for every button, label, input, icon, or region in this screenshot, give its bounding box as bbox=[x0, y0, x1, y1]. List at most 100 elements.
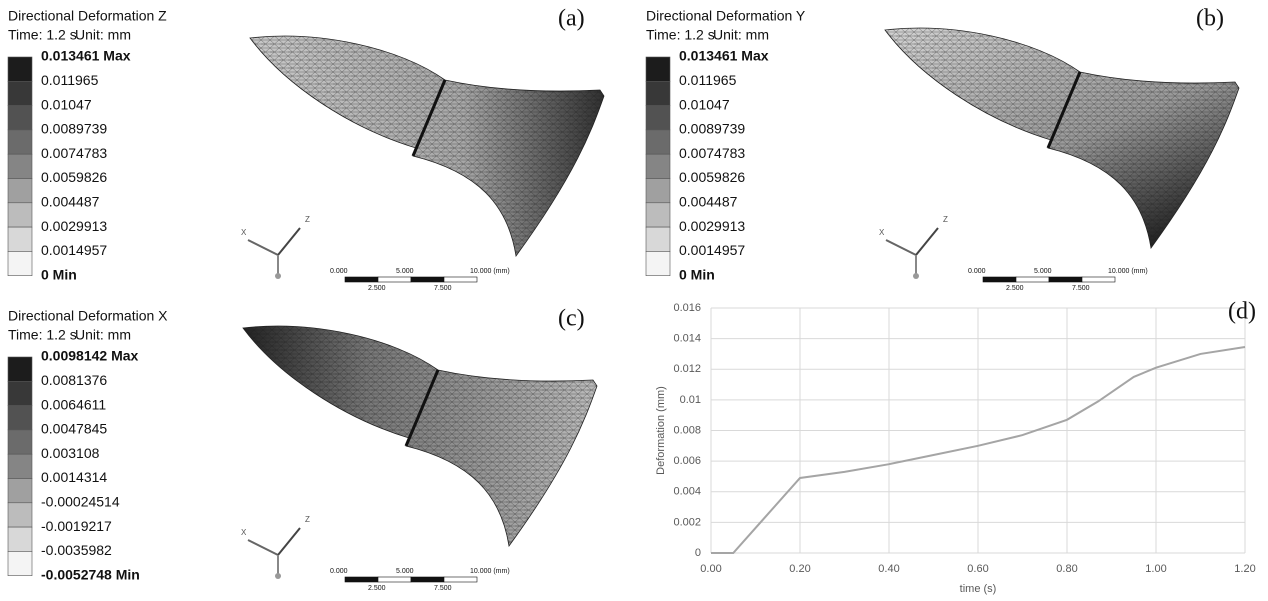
scale-label: 0.000 bbox=[968, 268, 986, 275]
scale-label: 2.500 bbox=[368, 585, 386, 592]
scale-segment bbox=[410, 576, 445, 583]
scale-segment bbox=[410, 276, 445, 283]
scale-label: 7.500 bbox=[434, 285, 452, 292]
legend-level: -0.0035982 bbox=[41, 542, 112, 558]
legend-level: 0.0059826 bbox=[41, 169, 107, 185]
legend-unit: Unit: mm bbox=[75, 327, 131, 343]
legend-swatch bbox=[7, 502, 33, 528]
triad-origin bbox=[275, 273, 281, 279]
panel-label: (b) bbox=[1196, 6, 1224, 32]
legend-level: 0.0081376 bbox=[41, 372, 107, 388]
mesh-lines bbox=[243, 326, 597, 546]
legend-time: Time: 1.2 s bbox=[8, 327, 77, 343]
scale-label: 5.000 bbox=[1034, 268, 1052, 275]
legend-level: 0.013461 Max bbox=[679, 48, 769, 64]
legend-swatch bbox=[7, 226, 33, 252]
legend-level: -0.00024514 bbox=[41, 494, 120, 510]
mesh-model bbox=[884, 27, 1240, 250]
x-axis-title: time (s) bbox=[960, 583, 997, 595]
scale-segment bbox=[377, 576, 412, 583]
triad-z bbox=[277, 527, 301, 556]
x-tick-label: 0.00 bbox=[700, 563, 721, 575]
mesh-collar bbox=[411, 79, 447, 157]
legend-swatch bbox=[645, 251, 671, 276]
legend-level: 0.0074783 bbox=[41, 145, 107, 161]
legend-swatch bbox=[7, 381, 33, 406]
legend-swatch bbox=[7, 478, 33, 504]
legend-unit: Unit: mm bbox=[713, 27, 769, 43]
legend-unit: Unit: mm bbox=[75, 27, 131, 43]
triad-label: Z bbox=[305, 215, 310, 224]
legend-swatch bbox=[7, 81, 33, 106]
y-tick-label: 0.014 bbox=[673, 333, 701, 345]
y-tick-label: 0 bbox=[695, 547, 701, 559]
legend-swatch bbox=[645, 226, 671, 252]
scale-label: 0.000 bbox=[330, 268, 348, 275]
legend-level: 0 Min bbox=[41, 266, 77, 282]
mesh-lines bbox=[250, 36, 604, 257]
legend-level: 0.0014957 bbox=[679, 242, 745, 258]
y-tick-label: 0.008 bbox=[673, 424, 701, 436]
legend-title: Directional Deformation X bbox=[8, 308, 168, 324]
legend-swatch bbox=[7, 356, 33, 382]
legend-swatch bbox=[645, 153, 671, 179]
legend-level: 0.0029913 bbox=[679, 218, 745, 234]
legend-level: 0.003108 bbox=[41, 445, 100, 461]
legend-level: 0.0059826 bbox=[679, 169, 745, 185]
mesh-collar bbox=[1046, 71, 1082, 149]
triad-label: Z bbox=[943, 215, 948, 224]
legend-level: 0.01047 bbox=[679, 96, 730, 112]
legend-level: 0.0064611 bbox=[41, 396, 106, 412]
scale-label: 7.500 bbox=[434, 585, 452, 592]
legend-swatch bbox=[7, 251, 33, 276]
mesh-model bbox=[249, 35, 605, 258]
triad-label: X bbox=[241, 528, 247, 537]
legend-swatch bbox=[645, 178, 671, 204]
triad-x bbox=[247, 239, 279, 256]
legend-level: 0.004487 bbox=[41, 194, 100, 210]
scale-segment bbox=[443, 276, 478, 283]
legend-swatch bbox=[645, 56, 671, 82]
legend-swatch bbox=[7, 526, 33, 552]
scale-segment bbox=[443, 576, 478, 583]
legend-time: Time: 1.2 s bbox=[646, 27, 715, 43]
scale-segment bbox=[1015, 276, 1050, 283]
legend-swatch bbox=[7, 453, 33, 479]
triad-x bbox=[247, 539, 279, 556]
legend-level: -0.0052748 Min bbox=[41, 566, 140, 582]
triad-origin bbox=[275, 573, 281, 579]
legend-swatch bbox=[645, 81, 671, 106]
legend-level: 0.01047 bbox=[41, 96, 92, 112]
legend-swatch bbox=[7, 56, 33, 82]
legend-level: 0.0029913 bbox=[41, 218, 107, 234]
y-tick-label: 0.012 bbox=[673, 363, 701, 375]
x-tick-label: 0.60 bbox=[967, 563, 988, 575]
y-tick-label: 0.004 bbox=[673, 486, 701, 498]
scale-label: 2.500 bbox=[1006, 285, 1024, 292]
y-axis-title: Deformation (mm) bbox=[655, 386, 667, 475]
scale-label: 10.000 (mm) bbox=[470, 268, 510, 275]
legend-level: 0 Min bbox=[679, 266, 715, 282]
panel-label: (a) bbox=[558, 6, 585, 32]
y-tick-label: 0.016 bbox=[673, 302, 701, 314]
scale-segment bbox=[344, 576, 379, 583]
triad-z bbox=[915, 227, 939, 256]
x-tick-label: 1.20 bbox=[1234, 563, 1255, 575]
scale-segment bbox=[377, 276, 412, 283]
scale-label: 0.000 bbox=[330, 568, 348, 575]
x-tick-label: 1.00 bbox=[1145, 563, 1166, 575]
panel-label: (c) bbox=[558, 306, 585, 332]
scale-segment bbox=[982, 276, 1017, 283]
mesh-lines bbox=[885, 28, 1239, 249]
scale-label: 5.000 bbox=[396, 268, 414, 275]
x-tick-label: 0.80 bbox=[1056, 563, 1077, 575]
legend-title: Directional Deformation Y bbox=[646, 8, 806, 24]
legend-swatch bbox=[7, 178, 33, 204]
mesh-collar bbox=[404, 369, 440, 447]
triad-origin bbox=[913, 273, 919, 279]
triad-label: X bbox=[879, 228, 885, 237]
scale-segment bbox=[1081, 276, 1116, 283]
legend-level: 0.0089739 bbox=[679, 121, 745, 137]
legend-level: 0.0089739 bbox=[41, 121, 107, 137]
